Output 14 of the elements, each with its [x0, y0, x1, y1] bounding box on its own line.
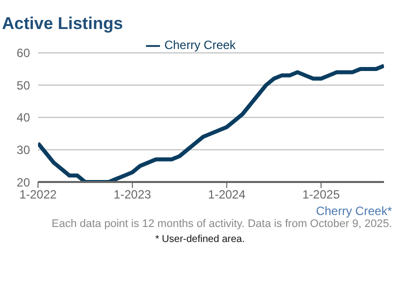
legend-label: Cherry Creek [164, 38, 236, 52]
x-tick-label: 1-2025 [302, 188, 340, 202]
chart-title: Active Listings [2, 14, 124, 34]
text: * User-defined area. [154, 234, 246, 245]
y-tick-label: 30 [16, 142, 30, 157]
x-tick-label: 1-2024 [208, 188, 246, 202]
y-tick-label: 40 [16, 110, 30, 125]
x-tick-label: 1-2022 [19, 188, 58, 202]
y-tick-label: 60 [16, 46, 30, 60]
y-tick-label: 20 [16, 175, 30, 190]
text: Each data point is 12 months of activity. Data is from October 9, 2025. [50, 218, 392, 230]
y-tick-label: 50 [16, 78, 30, 92]
text: Cherry Creek* [314, 204, 392, 218]
x-tick-label: 1-2023 [114, 188, 152, 202]
